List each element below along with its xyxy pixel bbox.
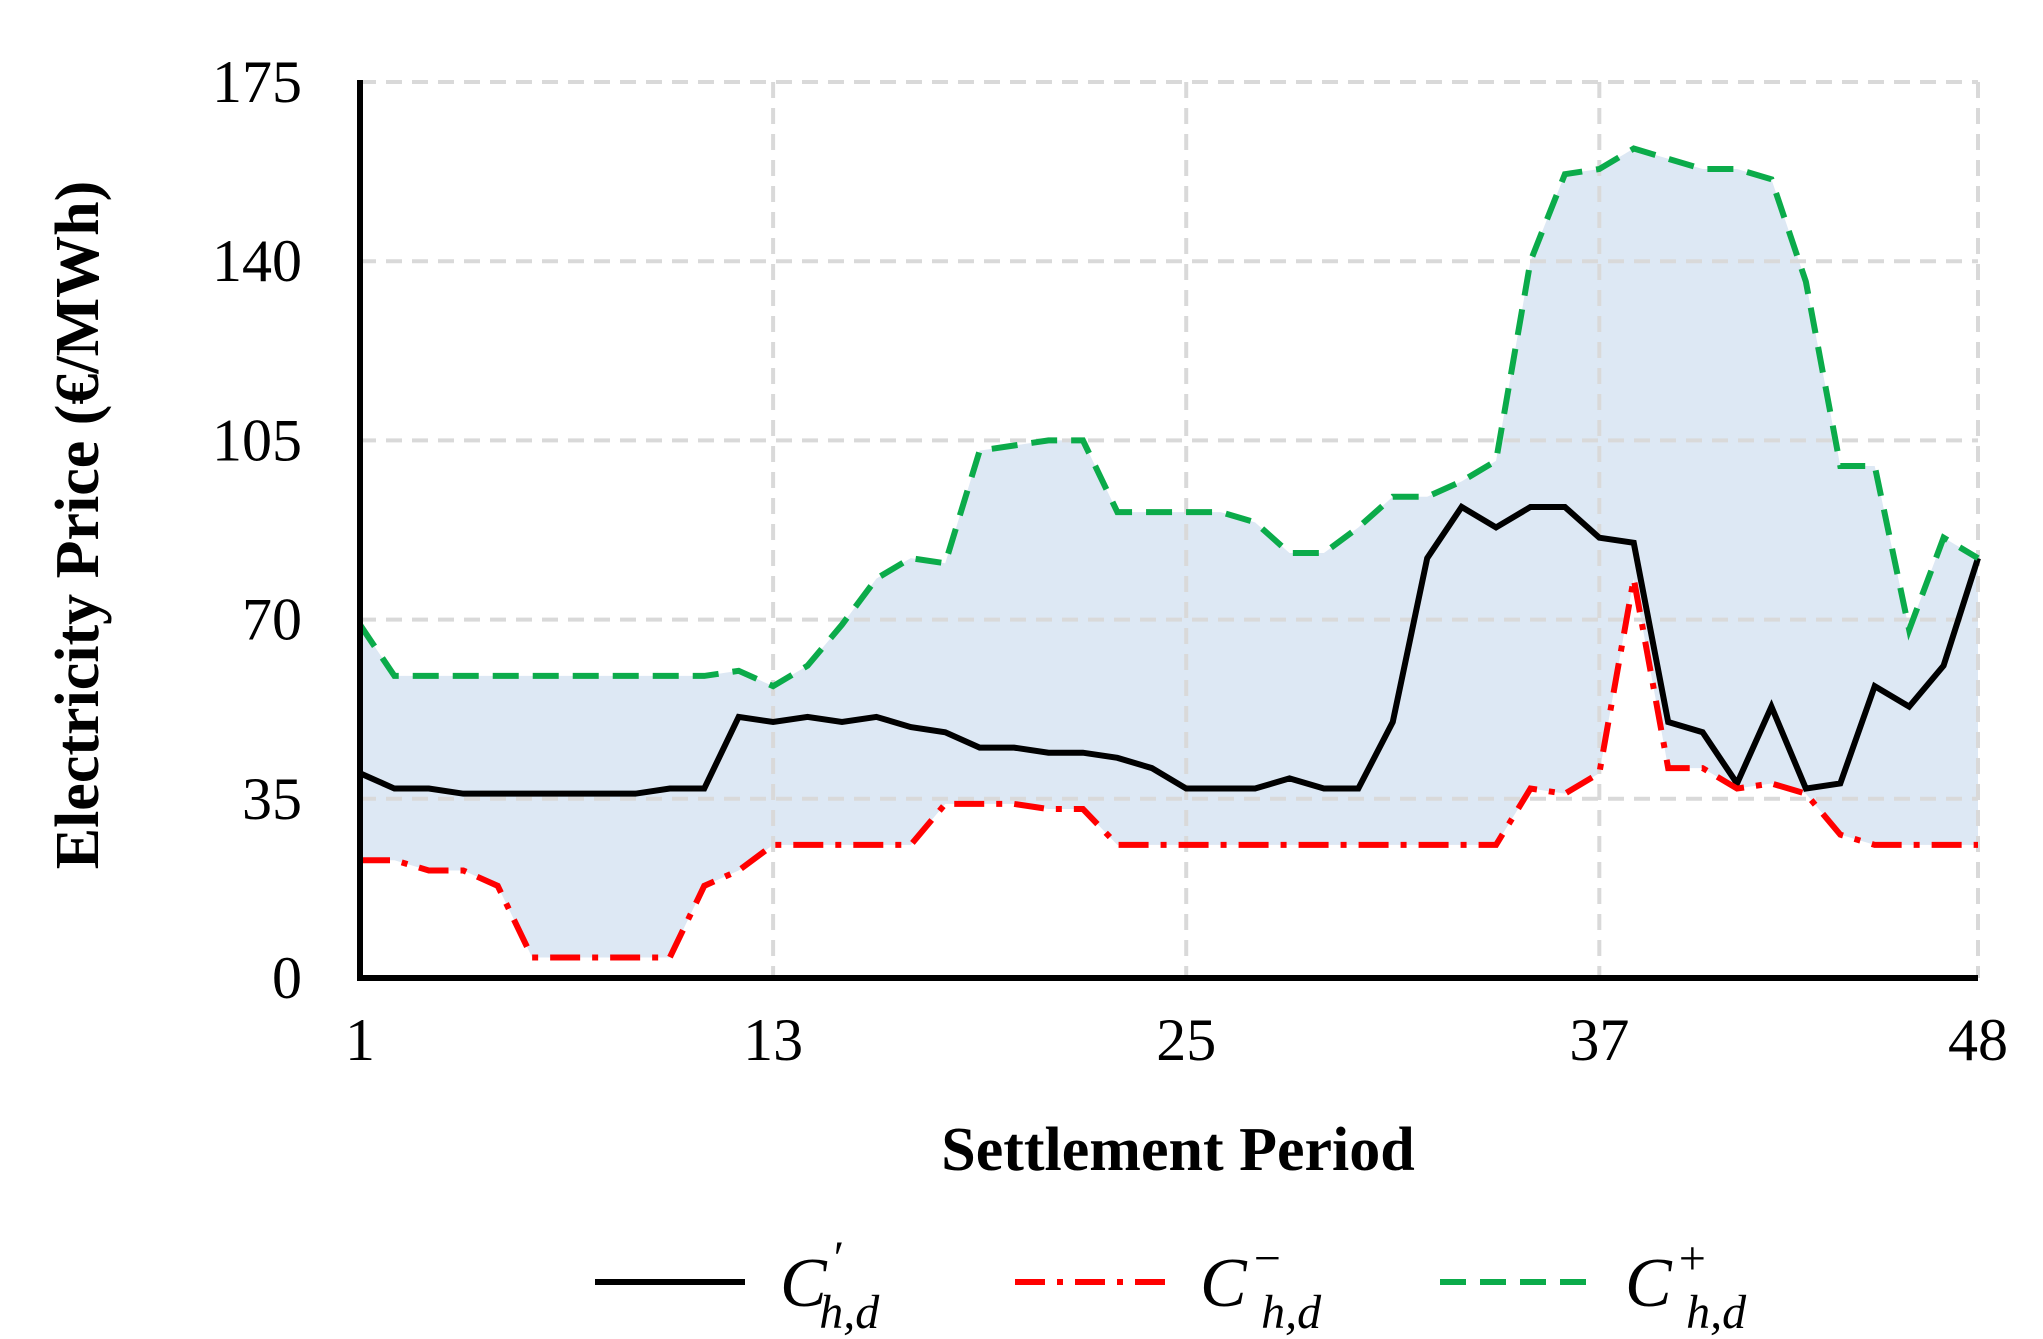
legend-label-2: C− h,d — [1200, 1232, 1322, 1339]
legend: C′ h,d C− h,d C+ h,d — [595, 1232, 1747, 1339]
legend-label-1: C′ h,d — [780, 1232, 880, 1339]
series-line-1 — [358, 502, 1981, 797]
x-tick-label-48: 48 — [1948, 1007, 2008, 1073]
y-axis-title: Electricity Price (€/MWh) — [44, 181, 112, 870]
series-line-3 — [357, 145, 1980, 690]
tick-labels: 0 35 70 105 140 175 1 13 25 37 48 — [212, 49, 2008, 1073]
legend-label-3: C+ h,d — [1625, 1232, 1747, 1339]
y-tick-label-140: 140 — [212, 228, 302, 294]
y-tick-label-70: 70 — [242, 587, 302, 653]
grid-layer — [360, 80, 1980, 978]
y-tick-label-0: 0 — [272, 945, 302, 1011]
x-tick-label-13: 13 — [743, 1007, 803, 1073]
x-tick-label-25: 25 — [1156, 1007, 1216, 1073]
x-tick-label-1: 1 — [345, 1007, 375, 1073]
axes-layer — [357, 80, 1978, 981]
x-tick-label-37: 37 — [1569, 1007, 1629, 1073]
x-axis-title: Settlement Period — [941, 1116, 1414, 1184]
price-band-area — [360, 148, 1978, 958]
price-band-layer — [360, 148, 1978, 958]
series-line-2 — [360, 578, 1978, 961]
y-tick-label-175: 175 — [212, 49, 302, 115]
y-tick-label-35: 35 — [242, 766, 302, 832]
series-layer — [357, 145, 1981, 961]
y-tick-label-105: 105 — [212, 407, 302, 473]
